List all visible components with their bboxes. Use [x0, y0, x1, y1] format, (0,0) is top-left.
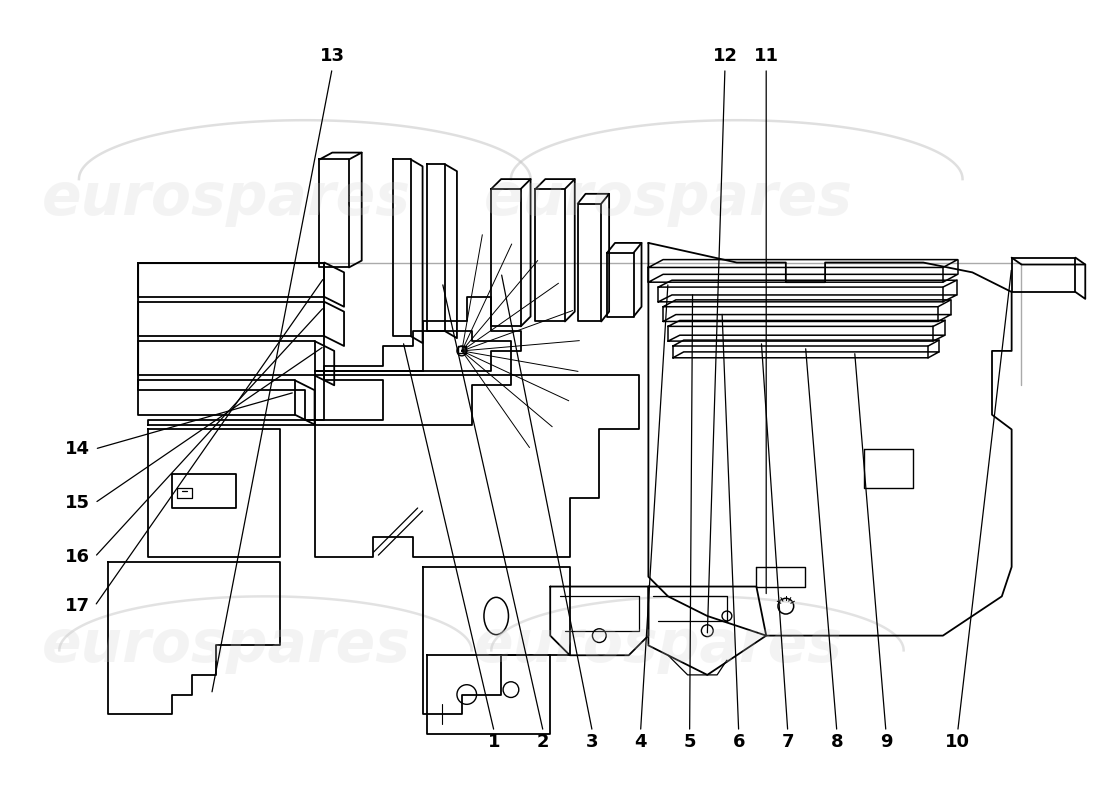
Text: 9: 9	[880, 733, 892, 750]
Text: 7: 7	[781, 733, 794, 750]
Text: 1: 1	[488, 733, 501, 750]
Text: 12: 12	[713, 47, 737, 66]
Text: 13: 13	[320, 47, 344, 66]
Text: eurospares: eurospares	[474, 617, 843, 674]
Text: 5: 5	[683, 733, 696, 750]
Text: 6: 6	[733, 733, 745, 750]
Text: eurospares: eurospares	[42, 617, 410, 674]
Text: 14: 14	[65, 440, 89, 458]
Text: 8: 8	[830, 733, 844, 750]
Text: 10: 10	[945, 733, 970, 750]
Text: eurospares: eurospares	[484, 170, 852, 227]
Text: 17: 17	[65, 597, 89, 615]
Text: 11: 11	[754, 47, 779, 66]
Text: eurospares: eurospares	[42, 170, 410, 227]
Text: 15: 15	[65, 494, 89, 512]
Text: 4: 4	[635, 733, 647, 750]
Text: 2: 2	[537, 733, 550, 750]
Text: 16: 16	[65, 548, 89, 566]
Text: 3: 3	[586, 733, 598, 750]
